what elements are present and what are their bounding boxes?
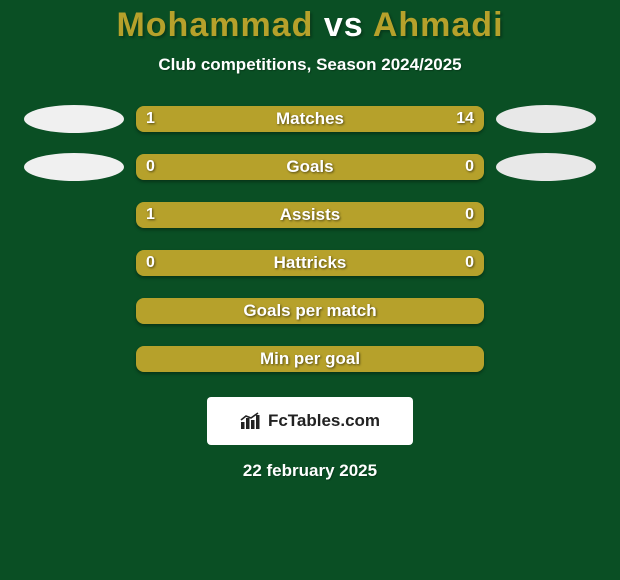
logo-text: FcTables.com: [268, 411, 380, 431]
bar-segment-left: [136, 202, 400, 228]
stats-rows: 114Matches00Goals10Assists00HattricksGoa…: [0, 105, 620, 373]
stat-value-left: 0: [146, 154, 155, 180]
badge-spacer: [24, 249, 124, 277]
stat-value-left: 1: [146, 202, 155, 228]
vs-text: vs: [324, 6, 364, 44]
badge-spacer: [24, 345, 124, 373]
badge-spacer: [496, 345, 596, 373]
stat-bar: Goals per match: [136, 298, 484, 324]
badge-spacer: [24, 297, 124, 325]
team-badge-left: [24, 105, 124, 133]
stat-bar: 00Hattricks: [136, 250, 484, 276]
stat-bar: 114Matches: [136, 106, 484, 132]
team-badge-left: [24, 153, 124, 181]
bar-segment-right: [310, 154, 484, 180]
bar-segment-full: [136, 298, 484, 324]
stat-row: 114Matches: [0, 105, 620, 133]
badge-spacer: [496, 249, 596, 277]
stat-value-left: 1: [146, 106, 155, 132]
stat-bar: Min per goal: [136, 346, 484, 372]
badge-spacer: [496, 297, 596, 325]
stat-bar: 00Goals: [136, 154, 484, 180]
stat-row: 00Goals: [0, 153, 620, 181]
stat-value-right: 0: [465, 202, 474, 228]
team-badge-right: [496, 105, 596, 133]
comparison-card: Mohammad vs Ahmadi Club competitions, Se…: [0, 0, 620, 580]
stat-value-left: 0: [146, 250, 155, 276]
badge-spacer: [24, 201, 124, 229]
page-title: Mohammad vs Ahmadi: [0, 6, 620, 45]
subtitle: Club competitions, Season 2024/2025: [0, 55, 620, 75]
player1-name: Mohammad: [116, 6, 313, 44]
fctables-logo: FcTables.com: [207, 397, 413, 445]
badge-spacer: [496, 201, 596, 229]
chart-icon: [240, 412, 262, 430]
stat-value-right: 0: [465, 250, 474, 276]
bar-segment-right: [310, 250, 484, 276]
stat-row: 10Assists: [0, 201, 620, 229]
stat-row: 00Hattricks: [0, 249, 620, 277]
stat-row: Goals per match: [0, 297, 620, 325]
stat-row: Min per goal: [0, 345, 620, 373]
date-text: 22 february 2025: [0, 461, 620, 481]
bar-segment-left: [136, 154, 310, 180]
team-badge-right: [496, 153, 596, 181]
stat-value-right: 14: [456, 106, 474, 132]
player2-name: Ahmadi: [373, 6, 504, 44]
bar-segment-full: [136, 346, 484, 372]
bar-segment-left: [136, 250, 310, 276]
bar-segment-right: [199, 106, 484, 132]
stat-bar: 10Assists: [136, 202, 484, 228]
stat-value-right: 0: [465, 154, 474, 180]
